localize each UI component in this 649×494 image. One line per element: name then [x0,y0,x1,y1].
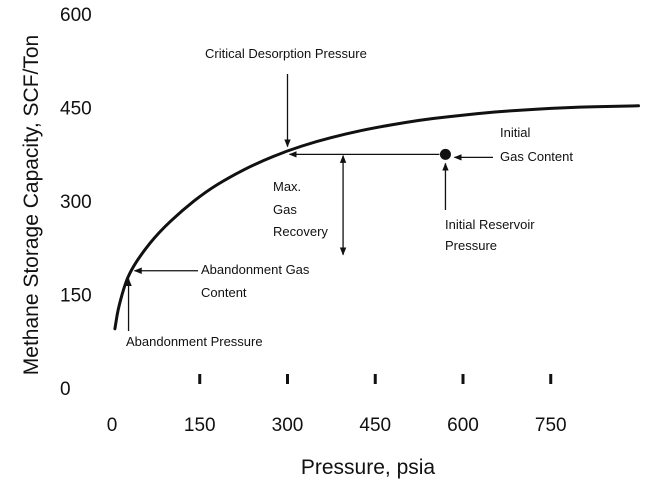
initial-gas-content-label-2: Gas Content [500,149,573,164]
annotations: Critical Desorption Pressure Initial Gas… [125,46,573,349]
x-tick-label: 300 [272,415,304,436]
initial-reservoir-pressure-label-2: Pressure [445,238,497,253]
isotherm-line [113,104,640,331]
y-tick-label: 450 [60,99,92,120]
abandonment-pressure-label: Abandonment Pressure [126,334,263,349]
y-tick-labels: 0 150 300 450 600 [60,5,92,400]
y-axis-title: Methane Storage Capacity, SCF/Ton [20,35,43,375]
x-tick-label: 450 [359,415,391,436]
series-layer [113,104,640,331]
y-tick-label: 600 [60,5,92,26]
max-gas-recovery-label-1: Max. [273,179,301,194]
y-tick-label: 0 [60,379,71,400]
x-tick-label: 600 [447,415,479,436]
critical-desorption-label: Critical Desorption Pressure [205,46,367,61]
x-tick-label: 0 [107,415,118,436]
y-tick-label: 150 [60,286,92,307]
max-gas-recovery-label-3: Recovery [273,224,328,239]
abandonment-gas-content-label-1: Abandonment Gas [201,262,310,277]
y-tick-label: 300 [60,192,92,213]
max-gas-recovery-label-2: Gas [273,202,297,217]
x-tick-label: 750 [535,415,567,436]
initial-gas-content-label-1: Initial [500,125,530,140]
initial-gas-content-point [439,148,451,160]
x-tick-label: 150 [184,415,216,436]
initial-reservoir-pressure-label-1: Initial Reservoir [445,217,535,232]
x-axis-title: Pressure, psia [301,456,436,479]
abandonment-gas-content-label-2: Content [201,285,247,300]
x-tick-marks [198,374,553,384]
x-tick-labels: 0 150 300 450 600 750 [107,415,567,436]
